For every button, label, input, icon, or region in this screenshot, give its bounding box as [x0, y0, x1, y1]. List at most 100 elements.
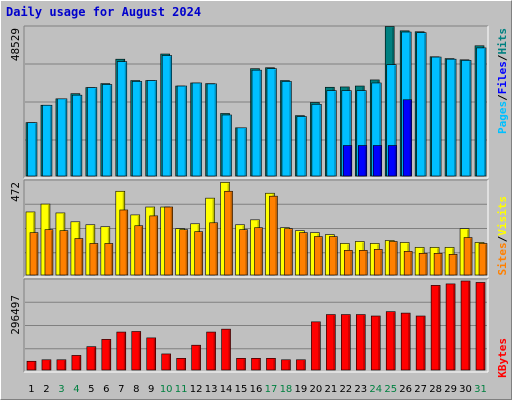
legend-panel-1: Pages/Files/Hits — [496, 28, 509, 134]
kbytes-bar — [475, 282, 486, 371]
files-bar — [461, 60, 472, 177]
files-bar — [251, 69, 262, 177]
legend-separator: / — [496, 94, 509, 101]
legend-separator: / — [496, 235, 509, 242]
day-label: 15 — [235, 384, 248, 395]
sites-bar — [164, 206, 173, 276]
kbytes-bar — [415, 315, 426, 371]
sites-bar-shade — [380, 250, 382, 275]
kbytes-bar — [176, 358, 186, 371]
kbytes-bar — [355, 314, 366, 371]
kbytes-bar — [101, 339, 112, 371]
files-bar-shade — [154, 81, 157, 176]
kbytes-bar — [131, 331, 142, 371]
pages-bar — [387, 145, 397, 177]
files-bar-shade — [49, 106, 52, 176]
day-label: 3 — [58, 384, 64, 395]
sites-bar — [104, 243, 114, 276]
kbytes-bar-shade — [228, 330, 231, 370]
day-label: 19 — [295, 384, 308, 395]
kbytes-bar — [400, 312, 411, 371]
sites-bar — [373, 249, 383, 276]
legend-kbytes: KBytes — [496, 338, 509, 378]
sites-bar — [433, 253, 443, 276]
sites-bar — [29, 232, 39, 276]
kbytes-bar — [385, 311, 396, 371]
kbytes-bar-shade — [363, 315, 365, 370]
kbytes-bar — [146, 337, 157, 371]
files-bar-shade — [274, 69, 276, 176]
day-label: 6 — [103, 384, 109, 395]
legend-panel-2: Sites/Visits — [496, 196, 509, 276]
day-label: 24 — [369, 384, 382, 395]
sites-bar-shade — [305, 233, 307, 275]
files-bar — [42, 104, 53, 177]
sites-bar — [269, 195, 278, 276]
kbytes-bar-shade — [153, 338, 156, 370]
sites-bar — [344, 250, 353, 276]
kbytes-bar — [430, 285, 441, 371]
kbytes-bar-shade — [318, 322, 320, 370]
kbytes-bar-shade — [108, 340, 111, 370]
files-bar — [146, 80, 158, 177]
files-bar-shade — [334, 91, 336, 176]
files-bar-shade — [454, 60, 456, 176]
sites-bar-shade — [80, 239, 83, 275]
legend-separator: / — [496, 54, 509, 61]
sites-bar — [463, 237, 473, 276]
sites-bar — [119, 209, 129, 276]
sites-bar-shade — [275, 197, 277, 275]
day-label: 5 — [88, 384, 94, 395]
files-bar-shade — [79, 96, 82, 176]
kbytes-bar-shade — [93, 347, 96, 370]
files-bar-shade — [259, 71, 261, 176]
sites-bar-shade — [125, 210, 128, 275]
kbytes-bar-shade — [63, 360, 66, 370]
legend-hits: Hits — [496, 28, 509, 55]
sites-bar-shade — [290, 229, 292, 275]
pages-bar — [357, 145, 368, 177]
day-label: 8 — [133, 384, 139, 395]
day-label: 27 — [414, 384, 427, 395]
pages-bar — [343, 145, 353, 177]
files-bar-shade — [439, 58, 441, 177]
day-label: 25 — [384, 384, 397, 395]
sites-bar-shade — [485, 244, 487, 275]
kbytes-bar-shade — [138, 332, 141, 370]
files-bar-shade — [364, 91, 366, 176]
sites-bar-shade — [215, 223, 218, 275]
kbytes-bar-shade — [48, 360, 51, 370]
day-label: 12 — [190, 384, 203, 395]
files-bar-shade — [394, 65, 396, 176]
kbytes-bar — [236, 358, 246, 371]
day-label: 21 — [324, 384, 337, 395]
files-bar — [57, 98, 68, 177]
kbytes-bar-shade — [303, 360, 305, 370]
sites-bar-shade — [395, 242, 397, 275]
kbytes-bar — [311, 321, 321, 371]
kbytes-bar-shade — [78, 356, 81, 370]
files-bar-shade — [244, 128, 247, 176]
sites-bar-shade — [335, 237, 337, 275]
files-bar — [161, 55, 172, 177]
day-label: 28 — [429, 384, 442, 395]
sites-bar — [44, 229, 54, 276]
legend-visits: Visits — [496, 196, 509, 236]
sites-bar — [284, 228, 293, 276]
sites-bar — [74, 238, 84, 276]
files-bar — [326, 90, 337, 177]
kbytes-bar-shade — [33, 362, 36, 370]
kbytes-bar — [206, 331, 216, 371]
sites-bar — [209, 222, 218, 276]
kbytes-bar-shade — [378, 317, 380, 370]
files-bar-shade — [109, 85, 112, 176]
day-label: 13 — [205, 384, 218, 395]
kbytes-bar — [26, 360, 37, 371]
sites-bar-shade — [65, 231, 68, 275]
day-label: 29 — [444, 384, 457, 395]
files-bar-shade — [349, 91, 351, 176]
sites-bar-shade — [470, 238, 472, 275]
pages-bar-shade — [379, 146, 382, 176]
day-label: 30 — [459, 384, 472, 395]
